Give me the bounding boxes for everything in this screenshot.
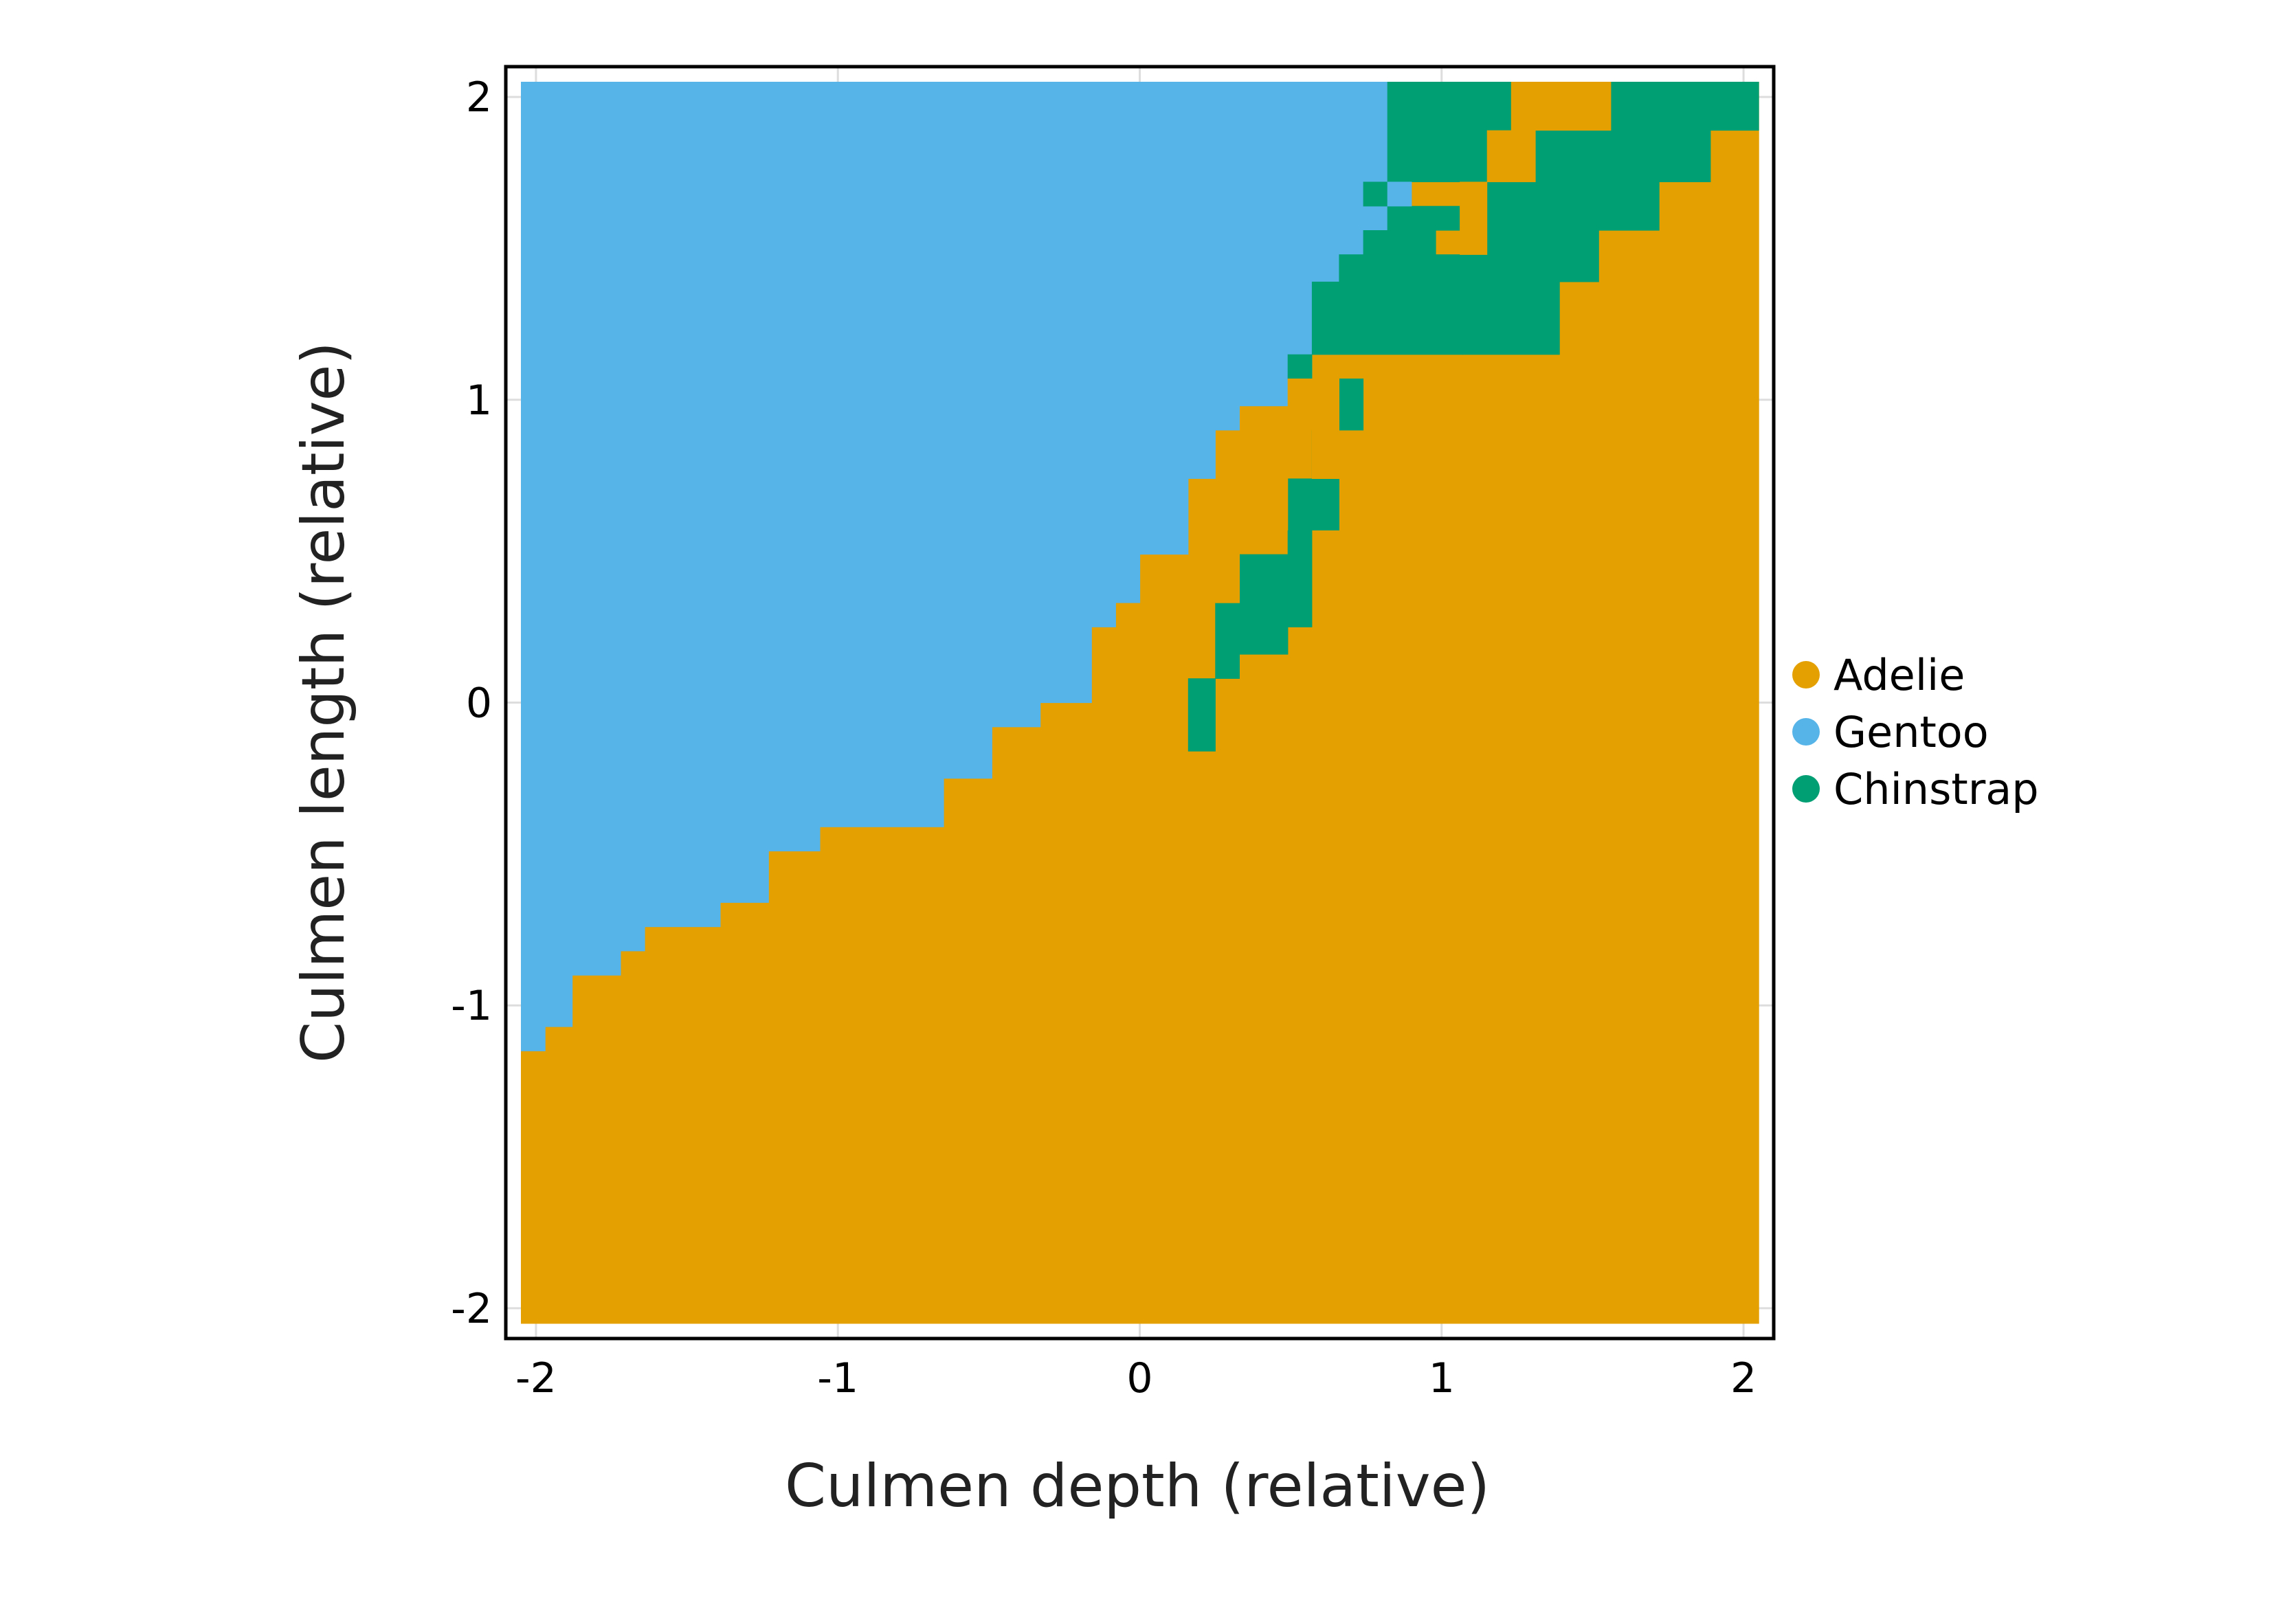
x-tick-label: -1 bbox=[817, 1354, 858, 1402]
region-gentoo bbox=[944, 82, 992, 779]
region-gentoo bbox=[1139, 82, 1189, 555]
region-adelie bbox=[1311, 429, 1339, 479]
region-chinstrap bbox=[1239, 554, 1289, 655]
region-chinstrap bbox=[1339, 378, 1364, 431]
x-axis-ticks: -2 -1 0 1 2 bbox=[515, 1354, 1757, 1402]
region-chinstrap bbox=[1462, 281, 1560, 355]
region-gentoo bbox=[819, 82, 944, 827]
legend-label: Adelie bbox=[1834, 650, 1965, 700]
heatmap-cells bbox=[521, 82, 1759, 1324]
y-tick-label: 0 bbox=[466, 680, 492, 728]
legend-item-adelie: Adelie bbox=[1792, 650, 1965, 700]
region-gentoo bbox=[521, 82, 546, 1051]
region-chinstrap bbox=[1363, 230, 1436, 255]
x-tick-label: 0 bbox=[1126, 1354, 1152, 1402]
legend-item-gentoo: Gentoo bbox=[1792, 707, 1989, 757]
region-chinstrap bbox=[1188, 678, 1216, 752]
region-chinstrap bbox=[1287, 530, 1313, 627]
region-gentoo bbox=[645, 82, 721, 928]
region-chinstrap bbox=[1387, 82, 1512, 131]
x-tick-label: 1 bbox=[1429, 1354, 1455, 1402]
region-gentoo bbox=[1040, 82, 1092, 704]
region-chinstrap bbox=[1287, 478, 1339, 530]
x-tick-label: 2 bbox=[1730, 1354, 1757, 1402]
y-tick-label: -1 bbox=[451, 982, 492, 1030]
region-gentoo bbox=[1287, 82, 1313, 379]
region-chinstrap bbox=[1215, 603, 1240, 679]
region-gentoo bbox=[1188, 82, 1216, 479]
legend: Adelie Gentoo Chinstrap bbox=[1792, 650, 2039, 814]
plot-frame bbox=[504, 65, 1776, 1341]
y-axis-title: Culmen length (relative) bbox=[289, 342, 358, 1063]
x-axis-title: Culmen depth (relative) bbox=[785, 1452, 1490, 1521]
region-adelie bbox=[1511, 82, 1612, 131]
legend-label: Chinstrap bbox=[1834, 764, 2039, 814]
legend-marker bbox=[1792, 775, 1820, 803]
region-adelie bbox=[1215, 554, 1240, 603]
region-chinstrap bbox=[1387, 205, 1460, 231]
x-tick-label: -2 bbox=[515, 1354, 557, 1402]
region-gentoo bbox=[1115, 82, 1141, 603]
region-adelie bbox=[1486, 130, 1536, 183]
region-gentoo bbox=[1387, 181, 1412, 207]
region-gentoo bbox=[1215, 82, 1240, 431]
legend-item-chinstrap: Chinstrap bbox=[1792, 764, 2039, 814]
region-gentoo bbox=[1363, 82, 1388, 255]
y-tick-label: 2 bbox=[466, 74, 492, 122]
region-chinstrap bbox=[1339, 254, 1464, 282]
region-adelie bbox=[1263, 478, 1289, 530]
legend-marker bbox=[1792, 718, 1820, 746]
legend-label: Gentoo bbox=[1834, 707, 1989, 757]
region-chinstrap bbox=[1287, 354, 1313, 379]
y-axis-ticks: -2 -1 0 1 2 bbox=[451, 74, 492, 1333]
region-gentoo bbox=[620, 82, 645, 952]
region-gentoo bbox=[1239, 82, 1289, 407]
region-gentoo bbox=[720, 82, 769, 903]
region-adelie bbox=[1287, 378, 1339, 431]
region-chinstrap bbox=[1311, 281, 1464, 355]
region-gentoo bbox=[545, 82, 573, 1027]
region-chinstrap bbox=[1486, 181, 1660, 231]
y-tick-label: 1 bbox=[466, 377, 492, 425]
region-gentoo bbox=[768, 82, 821, 851]
region-chinstrap bbox=[1535, 130, 1711, 183]
region-gentoo bbox=[1091, 82, 1116, 627]
y-tick-label: -2 bbox=[451, 1285, 492, 1333]
legend-marker bbox=[1792, 661, 1820, 689]
region-gentoo bbox=[572, 82, 621, 976]
region-adelie bbox=[1460, 181, 1488, 255]
region-gentoo bbox=[992, 82, 1041, 728]
region-chinstrap bbox=[1586, 82, 1759, 131]
region-chinstrap bbox=[1363, 181, 1388, 207]
